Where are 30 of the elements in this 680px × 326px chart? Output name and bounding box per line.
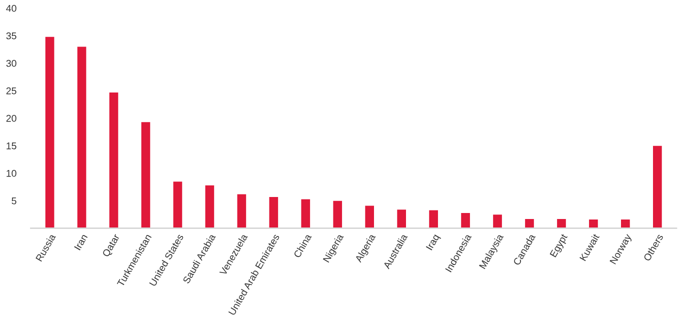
bar bbox=[620, 218, 632, 228]
bar bbox=[588, 218, 600, 228]
bar bbox=[108, 91, 120, 228]
y-tick-label: 40 bbox=[6, 4, 16, 12]
bar bbox=[140, 120, 152, 228]
y-tick-label: 15 bbox=[6, 142, 16, 150]
bar bbox=[524, 218, 536, 228]
y-tick-label: 20 bbox=[6, 114, 16, 122]
bar bbox=[556, 218, 568, 228]
y-tick-label: 25 bbox=[6, 87, 16, 94]
y-tick-label: 10 bbox=[6, 170, 16, 177]
bar bbox=[652, 144, 664, 228]
bar bbox=[44, 36, 56, 228]
bar bbox=[76, 45, 88, 228]
bar bbox=[492, 213, 504, 228]
bar bbox=[204, 184, 216, 228]
bar bbox=[268, 196, 280, 228]
y-tick-label: 30 bbox=[6, 60, 16, 67]
bar bbox=[332, 199, 344, 228]
bar bbox=[364, 204, 376, 228]
bar bbox=[300, 198, 312, 228]
bar bbox=[428, 208, 440, 228]
y-tick-label: 35 bbox=[6, 32, 16, 40]
bar bbox=[396, 208, 408, 228]
x-tick-label: Iraq bbox=[426, 234, 442, 252]
x-tick-label: Iran bbox=[74, 234, 88, 250]
bar bbox=[460, 212, 472, 228]
y-tick-label: 5 bbox=[12, 198, 16, 204]
bar bbox=[172, 180, 184, 228]
bar bbox=[236, 192, 248, 228]
